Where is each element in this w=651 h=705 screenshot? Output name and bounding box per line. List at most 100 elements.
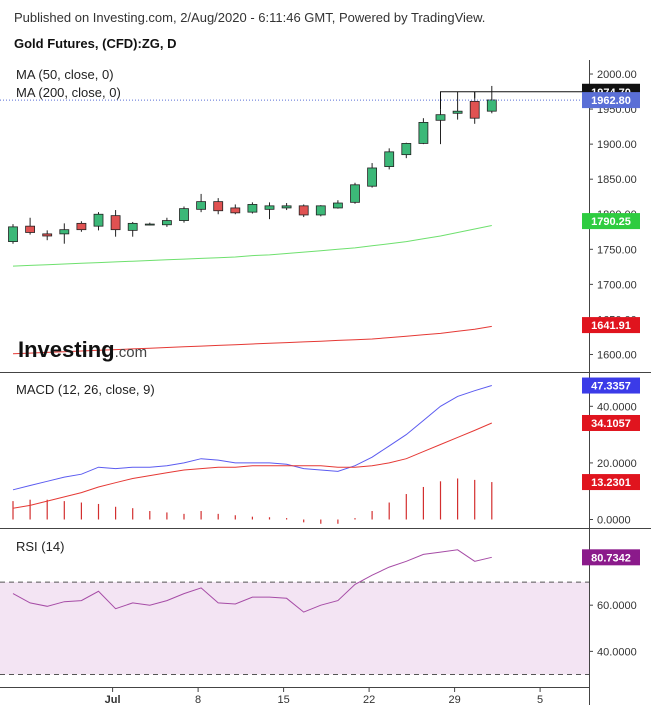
hist-badge: 13.2301: [582, 474, 640, 491]
current-price-badge-text: 1962.80: [591, 95, 631, 107]
candle-body: [161, 220, 172, 226]
logo-suffix: .com: [115, 344, 148, 361]
candle-body: [486, 99, 497, 112]
candle: [230, 204, 241, 215]
candle: [435, 109, 446, 145]
published-header: Published on Investing.com, 2/Aug/2020 -…: [14, 10, 486, 25]
candle: [25, 217, 36, 235]
high-marker-line: [440, 91, 589, 110]
candle-body: [59, 229, 70, 235]
candle-body: [367, 167, 378, 187]
candle: [367, 163, 378, 188]
rsi-badge-bg: [582, 549, 640, 566]
candle: [281, 203, 292, 211]
ma200-badge-bg: [582, 317, 640, 334]
candle-body: [418, 122, 429, 144]
candle-body: [144, 223, 155, 226]
macd-tick-label: 20.0000: [597, 458, 637, 470]
candle-body: [213, 201, 224, 212]
legend-macd: MACD (12, 26, close, 9): [16, 382, 155, 397]
rsi-band: [0, 582, 589, 675]
macd-badge: 47.3357: [582, 377, 640, 394]
candle: [350, 182, 360, 204]
candle-body: [110, 215, 121, 231]
candle-body: [384, 151, 395, 167]
candle-body: [281, 205, 292, 209]
candle: [418, 118, 429, 145]
ma200-line: [12, 325, 492, 355]
candle-body: [247, 204, 258, 213]
candle-body: [42, 233, 53, 237]
candle-body: [264, 205, 275, 210]
logo-text: Investing: [18, 337, 115, 362]
x-tick-label: 15: [277, 694, 289, 705]
candle-body: [230, 207, 241, 214]
axes: 1600.001650.001700.001750.001800.001850.…: [0, 60, 651, 705]
macd-tick-label: 40.0000: [597, 401, 637, 413]
candle: [298, 204, 309, 218]
macd-badge-text: 47.3357: [591, 381, 631, 393]
candle: [247, 202, 258, 214]
candle-body: [127, 222, 138, 231]
ma50-badge-text: 1790.25: [591, 216, 631, 228]
candle-body: [435, 114, 446, 121]
rsi-pane: RSI (14): [0, 539, 589, 675]
candle: [161, 217, 172, 227]
rsi-tick-label: 40.0000: [597, 646, 637, 658]
candle: [8, 224, 18, 244]
legend-ma200: MA (200, close, 0): [16, 85, 121, 100]
price-tick-label: 2000.00: [597, 69, 637, 81]
x-tick-label: Jul: [105, 694, 121, 705]
candle-body: [469, 100, 480, 119]
price-tick-label: 1750.00: [597, 244, 637, 256]
candle-body: [93, 213, 104, 227]
candle: [144, 222, 155, 226]
ma50-badge: 1790.25: [582, 213, 640, 230]
investing-logo: Investing.com: [18, 337, 147, 362]
candle: [76, 221, 87, 232]
candle: [384, 148, 395, 170]
price-tick-label: 1850.00: [597, 174, 637, 186]
candle: [42, 230, 53, 241]
candle-body: [332, 202, 343, 209]
hist-badge-bg: [582, 474, 640, 491]
candle: [110, 210, 121, 237]
candle-body: [298, 205, 309, 216]
signal-badge-bg: [582, 414, 640, 431]
price-tick-label: 1900.00: [597, 139, 637, 151]
candle: [452, 91, 463, 120]
rsi-badge: 80.7342: [582, 549, 640, 566]
candle: [486, 85, 497, 114]
macd-line: [12, 385, 492, 491]
x-tick-label: 5: [537, 694, 543, 705]
candle: [315, 205, 326, 217]
candle-body: [76, 222, 87, 231]
x-tick-label: 29: [448, 694, 460, 705]
candle-body: [315, 205, 326, 216]
candle: [59, 223, 70, 244]
price-tick-label: 1700.00: [597, 279, 637, 291]
chart-title: Gold Futures, (CFD):ZG, D: [14, 36, 177, 51]
x-tick-label: 8: [195, 694, 201, 705]
candle-body: [452, 110, 463, 114]
candle: [264, 202, 275, 220]
candle: [401, 142, 412, 159]
price-tick-label: 1600.00: [597, 349, 637, 361]
candle-body: [8, 226, 18, 242]
rsi-line: [12, 549, 492, 613]
ma200-badge-text: 1641.91: [591, 320, 631, 332]
current-price-badge-bg: [582, 92, 640, 109]
macd-pane: MACD (12, 26, close, 9): [12, 382, 493, 524]
rsi-badge-text: 80.7342: [591, 552, 631, 564]
legend-ma50: MA (50, close, 0): [16, 67, 114, 82]
candle-body: [350, 184, 360, 203]
signal-badge: 34.1057: [582, 414, 640, 431]
hist-badge-text: 13.2301: [591, 477, 631, 489]
candle: [127, 221, 138, 237]
rsi-tick-label: 60.0000: [597, 600, 637, 612]
candle-body: [25, 225, 36, 233]
candle: [196, 193, 207, 213]
macd-signal-line: [12, 422, 492, 509]
candle: [93, 212, 104, 231]
